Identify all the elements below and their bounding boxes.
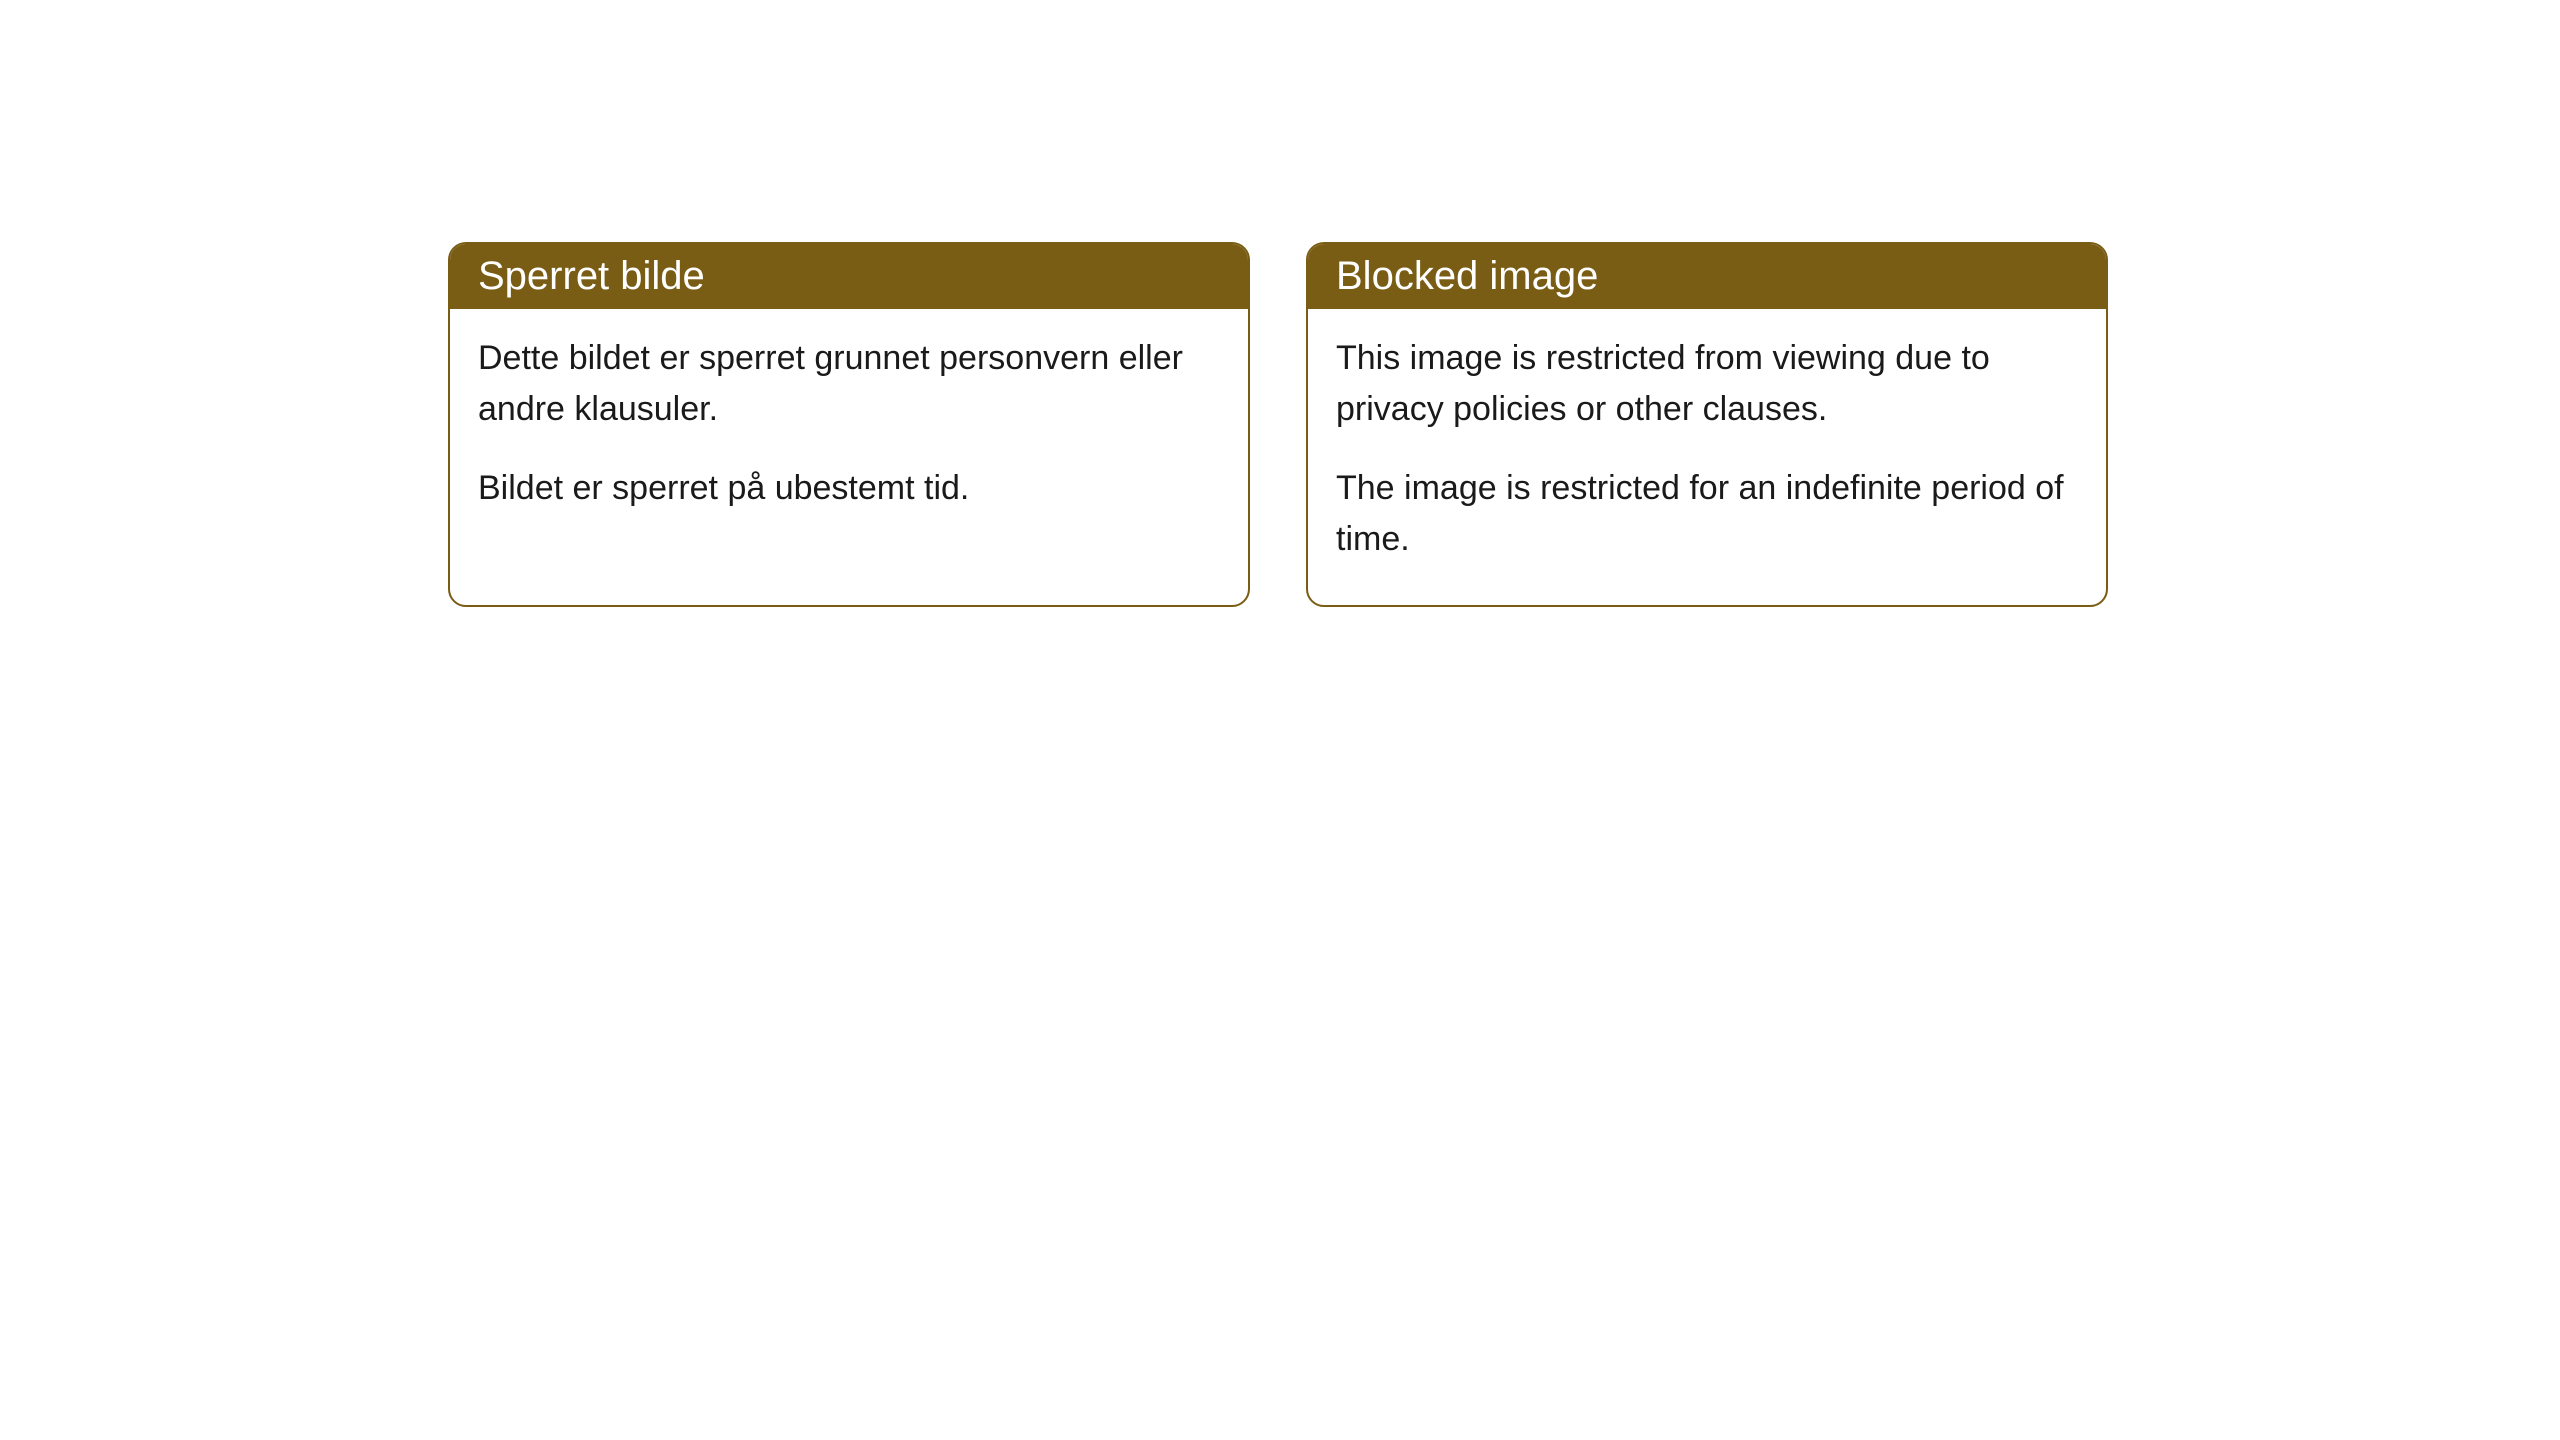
card-paragraph: Dette bildet er sperret grunnet personve… (478, 333, 1220, 435)
card-header-english: Blocked image (1308, 244, 2106, 309)
card-body-norwegian: Dette bildet er sperret grunnet personve… (450, 309, 1248, 554)
card-header-norwegian: Sperret bilde (450, 244, 1248, 309)
cards-container: Sperret bilde Dette bildet er sperret gr… (448, 242, 2108, 607)
card-body-english: This image is restricted from viewing du… (1308, 309, 2106, 605)
card-title: Sperret bilde (478, 254, 705, 298)
card-title: Blocked image (1336, 254, 1598, 298)
card-paragraph: This image is restricted from viewing du… (1336, 333, 2078, 435)
card-paragraph: Bildet er sperret på ubestemt tid. (478, 463, 1220, 514)
card-english: Blocked image This image is restricted f… (1306, 242, 2108, 607)
card-norwegian: Sperret bilde Dette bildet er sperret gr… (448, 242, 1250, 607)
card-paragraph: The image is restricted for an indefinit… (1336, 463, 2078, 565)
